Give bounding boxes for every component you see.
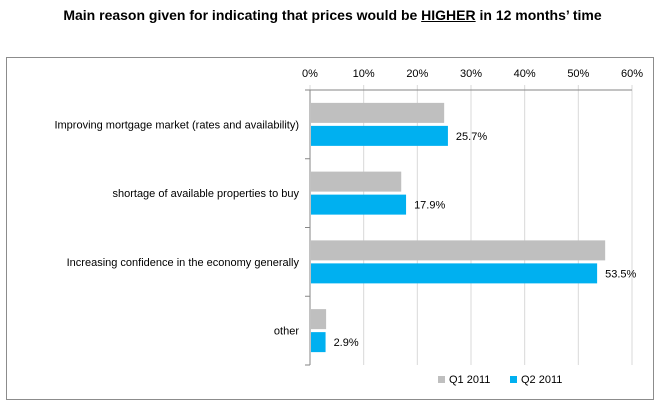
bar-q2-2011 xyxy=(311,125,448,146)
chart-title: Main reason given for indicating that pr… xyxy=(0,7,665,23)
legend-label: Q1 2011 xyxy=(449,374,490,386)
bar-q2-2011 xyxy=(311,332,326,353)
x-tick-label: 30% xyxy=(460,68,482,80)
chart-title-prefix: Main reason given for indicating that pr… xyxy=(63,7,422,23)
bar-q2-2011 xyxy=(311,263,598,284)
x-tick-label: 0% xyxy=(302,68,318,80)
chart-title-emphasis: HIGHER xyxy=(421,7,476,23)
bar-q1-2011 xyxy=(311,171,402,192)
legend-swatch xyxy=(438,376,445,383)
data-label: 25.7% xyxy=(456,131,487,143)
bar-q1-2011 xyxy=(311,240,606,261)
data-label: 17.9% xyxy=(414,200,445,212)
bar-q2-2011 xyxy=(311,194,407,215)
data-label: 53.5% xyxy=(605,268,636,280)
x-tick-label: 20% xyxy=(406,68,428,80)
x-tick-label: 40% xyxy=(514,68,536,80)
x-tick-label: 50% xyxy=(567,68,589,80)
x-tick-label: 10% xyxy=(353,68,375,80)
bar-q1-2011 xyxy=(311,309,327,330)
category-label: other xyxy=(274,326,299,338)
chart-frame xyxy=(6,57,654,400)
chart-title-suffix: in 12 months’ time xyxy=(475,7,602,23)
bar-q1-2011 xyxy=(311,102,445,123)
data-label: 2.9% xyxy=(334,337,359,349)
legend-swatch xyxy=(510,376,517,383)
category-label: Improving mortgage market (rates and ava… xyxy=(54,119,299,131)
x-tick-label: 60% xyxy=(621,68,643,80)
legend-label: Q2 2011 xyxy=(521,374,562,386)
category-label: shortage of available properties to buy xyxy=(112,188,299,200)
category-label: Increasing confidence in the economy gen… xyxy=(67,257,300,269)
